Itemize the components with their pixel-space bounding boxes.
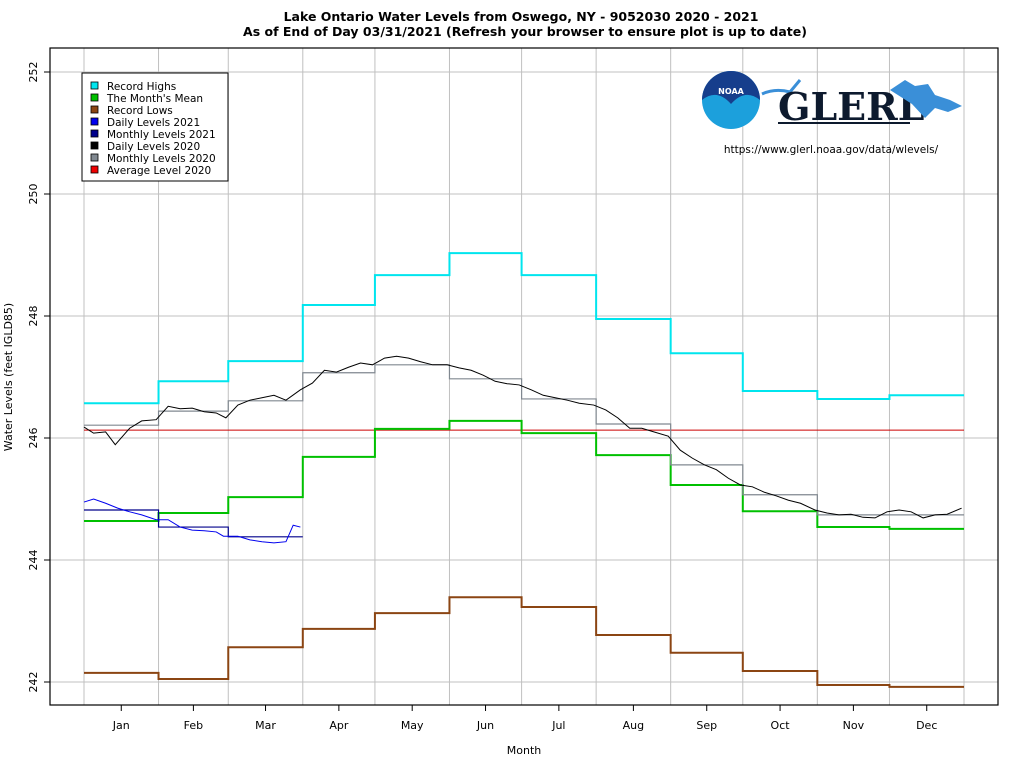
- axes: 242 244 246 248 250 252 Jan Feb Mar Apr May Jun Jul A…: [27, 62, 937, 733]
- legend-swatch: [90, 81, 99, 90]
- x-axis-label: Month: [507, 744, 542, 757]
- x-tick-label: Apr: [329, 719, 349, 732]
- legend-swatch: [90, 141, 99, 150]
- x-tick-label: Jul: [551, 719, 565, 732]
- noaa-text: NOAA: [718, 87, 744, 96]
- series-record-lows: [84, 596, 964, 688]
- legend-swatch: [90, 93, 99, 102]
- x-tick-label: Nov: [843, 719, 865, 732]
- glerl-logo: NOAA GLERL https://www.glerl.noaa.gov/da…: [702, 71, 962, 156]
- plot-marks: [83, 252, 964, 688]
- grid: [50, 48, 998, 705]
- x-tick-label: Oct: [771, 719, 791, 732]
- legend-swatch: [90, 105, 99, 114]
- legend-label: Monthly Levels 2021: [107, 129, 216, 141]
- source-url: https://www.glerl.noaa.gov/data/wlevels/: [724, 144, 939, 156]
- y-tick-label: 250: [27, 184, 40, 205]
- legend-label: Daily Levels 2020: [107, 141, 200, 153]
- legend-label: Daily Levels 2021: [107, 117, 200, 129]
- x-tick-label: May: [401, 719, 424, 732]
- y-tick-label: 246: [27, 428, 40, 449]
- x-tick-label: Mar: [255, 719, 276, 732]
- series-record-highs: [84, 252, 964, 405]
- series-monthly-levels-2020: [84, 364, 964, 516]
- chart-subtitle: As of End of Day 03/31/2021 (Refresh you…: [243, 24, 807, 39]
- x-tick-label: Feb: [184, 719, 203, 732]
- legend-box: [81, 72, 229, 182]
- y-tick-label: 242: [27, 672, 40, 693]
- y-axis-label: Water Levels (feet IGLD85): [2, 303, 15, 451]
- series-daily-levels-2021: [83, 498, 301, 544]
- y-tick-label: 248: [27, 306, 40, 327]
- legend-swatch: [90, 129, 99, 138]
- legend-label: The Month's Mean: [106, 93, 203, 105]
- x-tick-label: Jan: [112, 719, 130, 732]
- y-tick-label: 244: [27, 550, 40, 571]
- chart-title: Lake Ontario Water Levels from Oswego, N…: [284, 9, 759, 24]
- legend-label: Record Highs: [107, 81, 176, 93]
- legend-swatch: [90, 117, 99, 126]
- plot-frame: [49, 47, 999, 706]
- legend-label: Monthly Levels 2020: [107, 153, 216, 165]
- x-tick-label: Sep: [696, 719, 717, 732]
- y-tick-label: 252: [27, 62, 40, 83]
- legend-swatch: [90, 153, 99, 162]
- legend-label: Average Level 2020: [107, 165, 211, 177]
- series-the-month-s-mean: [84, 419, 964, 530]
- x-tick-label: Aug: [623, 719, 644, 732]
- x-tick-label: Jun: [476, 719, 494, 732]
- legend-label: Record Lows: [107, 105, 173, 117]
- x-tick-label: Dec: [916, 719, 937, 732]
- great-lakes-icon: [890, 80, 962, 118]
- legend-swatch: [90, 165, 99, 174]
- series-daily-levels-2020: [83, 355, 962, 519]
